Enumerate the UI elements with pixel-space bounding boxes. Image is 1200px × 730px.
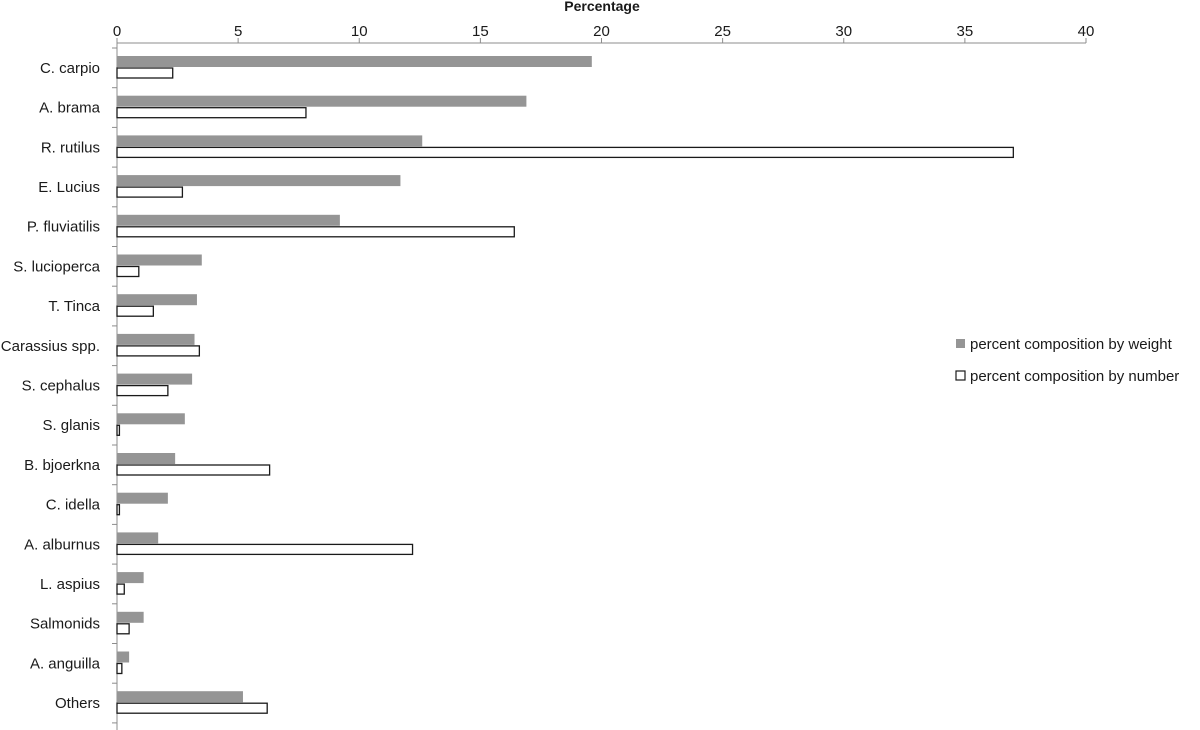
legend-swatch-number	[955, 370, 966, 381]
bar-weight	[117, 492, 168, 504]
bar-weight	[117, 214, 340, 226]
legend-label: percent composition by number	[970, 368, 1179, 385]
x-axis: 0 5 10 15 20 25 30 35 40	[113, 23, 1095, 44]
x-tick-label: 20	[593, 23, 610, 40]
category-label: L. aspius	[40, 576, 100, 593]
x-tick-label: 10	[351, 23, 368, 40]
bars-group	[116, 56, 1014, 714]
bar-weight	[117, 254, 202, 266]
category-label: E. Lucius	[38, 179, 100, 196]
bar-weight	[117, 651, 130, 663]
bar-number	[116, 623, 130, 635]
y-axis: C. carpio A. brama R. rutilus E. Lucius P. f…	[1, 43, 118, 730]
legend-swatch-weight	[956, 339, 965, 348]
category-label: T. Tinca	[48, 298, 100, 315]
bar-number	[116, 384, 169, 397]
x-tick-label: 35	[957, 23, 974, 40]
category-label: B. bjoerkna	[24, 457, 101, 474]
bar-weight	[117, 532, 159, 544]
x-tick-label: 0	[113, 23, 121, 40]
category-label: A. alburnus	[24, 536, 100, 553]
bar-number	[116, 424, 121, 436]
category-label: C. carpio	[40, 60, 100, 77]
bar-number	[116, 504, 121, 516]
bar-number	[116, 146, 1014, 159]
bar-weight	[117, 294, 197, 306]
bar-weight	[117, 373, 193, 385]
bar-number	[116, 226, 515, 238]
bar-weight	[117, 95, 527, 107]
x-tick-label: 5	[234, 23, 242, 40]
bar-number	[116, 67, 174, 79]
bar-number	[116, 305, 154, 317]
bar-weight	[117, 135, 423, 147]
bar-number	[116, 464, 271, 476]
bar-number	[116, 265, 140, 278]
category-label: C. idella	[46, 497, 101, 514]
bar-number	[116, 702, 268, 714]
x-tick-label: 25	[714, 23, 731, 40]
bar-number	[116, 583, 125, 595]
category-label: Salmonids	[30, 616, 100, 633]
bar-number	[116, 662, 123, 675]
category-label: S. lucioperca	[13, 258, 100, 275]
category-label: A. brama	[39, 100, 101, 117]
category-label: S. cephalus	[22, 377, 100, 394]
category-label: A. anguilla	[30, 655, 101, 672]
bar-number	[116, 345, 201, 357]
legend-label: percent composition by weight	[970, 336, 1173, 353]
bar-weight	[117, 572, 144, 584]
bar-weight	[117, 453, 176, 464]
bar-weight	[117, 56, 592, 67]
legend: percent composition by weight percent com…	[955, 336, 1179, 385]
bar-number	[116, 186, 184, 198]
category-label: S. glanis	[42, 417, 100, 434]
category-label: Carassius spp.	[1, 338, 100, 355]
category-label: R. rutilus	[41, 139, 100, 156]
bar-number	[116, 543, 414, 556]
x-axis-title: Percentage	[564, 0, 640, 14]
bar-weight	[117, 691, 243, 703]
bar-number	[116, 107, 307, 119]
x-tick-label: 30	[835, 23, 852, 40]
bar-weight	[117, 175, 401, 187]
bar-weight	[117, 611, 144, 623]
bar-weight	[117, 413, 185, 425]
bar-weight	[117, 333, 195, 345]
category-label: Others	[55, 695, 100, 712]
x-tick-label: 40	[1078, 23, 1095, 40]
x-tick-label: 15	[472, 23, 489, 40]
category-label: P. fluviatilis	[27, 219, 100, 236]
